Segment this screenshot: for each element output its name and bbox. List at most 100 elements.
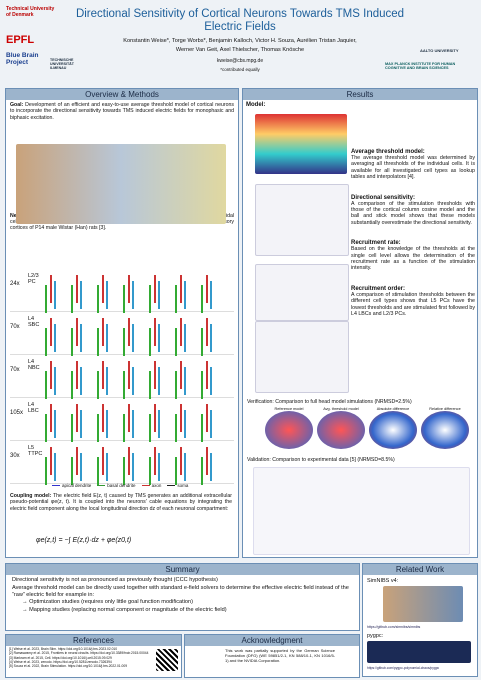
- logo: Technical University of Denmark: [6, 6, 55, 18]
- paragraph: Based on the knowledge of the thresholds…: [351, 246, 475, 272]
- neuron-morphology: [102, 404, 104, 432]
- cell-type: L4 SBC: [28, 316, 40, 328]
- panel: Relative difference: [421, 407, 469, 449]
- reference: [3] Markram et al. 2015, Cell. https://d…: [9, 655, 112, 660]
- related-work: Related Work SimNIBS v4: https://github.…: [362, 563, 478, 677]
- cell-type: L5 TTPC: [28, 445, 43, 457]
- reference: [4] Weise et al. 2023, zenodo. https://d…: [9, 659, 112, 664]
- panel: Reference model: [265, 407, 313, 449]
- bullet: → Optimization studies (requires only li…: [22, 599, 193, 606]
- qr-code: [156, 649, 178, 671]
- note: *contributed equally: [220, 67, 260, 72]
- legend-label: basal dendrite: [107, 483, 136, 488]
- count: 30x: [10, 453, 20, 459]
- reference: [2] Ramaswamy et al. 2015, Frontiers in …: [9, 651, 149, 656]
- figure: [16, 144, 226, 224]
- count: 105x: [10, 410, 24, 416]
- count: 70x: [10, 367, 20, 373]
- result-block: Recruitment rate: Based on the knowledge …: [351, 240, 475, 272]
- label: SimNIBS v4:: [367, 578, 399, 584]
- neuron-morphology: [154, 404, 156, 432]
- validation: Validation: Comparison to experimental d…: [247, 457, 395, 463]
- paragraph: A comparison of stimulation thresholds b…: [351, 291, 475, 318]
- figure: [255, 114, 347, 174]
- cell-type: L4 LBC: [28, 402, 39, 414]
- neuron-morphology: [76, 361, 78, 389]
- neuron-morphology: [50, 447, 52, 475]
- neuron-morphology: [102, 361, 104, 389]
- neuron-morphology: [50, 361, 52, 389]
- neuron-row: 105x L4 LBC: [10, 398, 234, 441]
- neuron-morphology: [128, 275, 130, 303]
- panel-title: Absolute difference: [376, 407, 410, 411]
- panel-title: Avg. threshold model: [323, 407, 359, 411]
- neuron-morphology: [102, 447, 104, 475]
- section-heading: Related Work: [363, 564, 477, 575]
- bullet: → Mapping studies (replacing normal comp…: [22, 607, 227, 614]
- neuron-morphology: [76, 404, 78, 432]
- legend-swatch: [167, 484, 176, 487]
- label: Goal:: [10, 102, 24, 108]
- neuron-morphology: [76, 275, 78, 303]
- panel: Absolute difference: [369, 407, 417, 449]
- neuron-morphology: [154, 447, 156, 475]
- neuron-morphology: [50, 275, 52, 303]
- paragraph: Development of an efficient and easy-to-…: [10, 102, 234, 121]
- neuron-morphology: [154, 275, 156, 303]
- section-heading: Overview & Methods: [6, 89, 238, 100]
- count: 70x: [10, 324, 20, 330]
- section-heading: Summary: [6, 564, 359, 575]
- block-title: Directional sensitivity:: [351, 194, 416, 201]
- logo: MAX PLANCK INSTITUTE FOR HUMAN COGNITIVE…: [385, 62, 456, 70]
- link[interactable]: https://github.com/pygpc-polynomial-chao…: [367, 666, 440, 670]
- title: Directional Sensitivity of Cortical Neur…: [75, 8, 405, 33]
- neuron-morphology: [154, 361, 156, 389]
- block-title: Recruitment rate:: [351, 240, 401, 247]
- bullet: Average threshold model can be directly …: [12, 584, 349, 598]
- summary: Summary Directional sensitivity is not a…: [5, 563, 360, 631]
- overview: Overview & Methods Goal: Development of …: [5, 88, 239, 558]
- neuron-morphology: [180, 447, 182, 475]
- cell-type: L4 NBC: [28, 359, 40, 371]
- references: References [1] Weise et al. 2023, Brain …: [5, 634, 182, 678]
- neuron-morphology: [206, 361, 208, 389]
- figure: [255, 321, 349, 393]
- authors: Werner Van Geit, Axel Thielscher, Thomas…: [175, 47, 305, 53]
- logo: TECHNISCHE UNIVERSITÄT ILMENAU: [50, 58, 74, 70]
- legend-swatch: [141, 484, 150, 487]
- neuron-morphology: [180, 318, 182, 346]
- link[interactable]: https://github.com/simnibs/simnibs: [367, 625, 421, 629]
- neuron-morphology: [102, 275, 104, 303]
- result-block: Recruitment order: A comparison of stimul…: [351, 286, 475, 318]
- brain-map: [265, 411, 313, 449]
- paragraph: The electric field E(z, t) caused by TMS…: [10, 493, 232, 512]
- neuron-morphology: [206, 447, 208, 475]
- authors: Konstantin Weise*, Torge Worbs*, Benjami…: [123, 38, 357, 44]
- neuron-morphology: [180, 275, 182, 303]
- logo: EPFL: [6, 34, 35, 46]
- label: Coupling model:: [10, 493, 52, 499]
- paragraph: A comparison of the stimulation threshol…: [351, 200, 475, 226]
- figure: [367, 641, 471, 663]
- neuron-row: 30x L5 TTPC: [10, 441, 234, 484]
- figure: [253, 467, 470, 555]
- logo: AALTO UNIVERSITY: [420, 48, 459, 53]
- neuron-morphology: [50, 318, 52, 346]
- neuron-morphology: [128, 447, 130, 475]
- neuron-morphology: [76, 318, 78, 346]
- block-title: Average threshold model:: [351, 149, 425, 155]
- neuron-morphology: [128, 318, 130, 346]
- neuron-morphology: [180, 404, 182, 432]
- neuron-row: 70x L4 SBC: [10, 312, 234, 355]
- section-heading: References: [6, 635, 181, 646]
- acknowledgment: Acknowledgment This work was partially s…: [184, 634, 360, 678]
- brain-map: [317, 411, 365, 449]
- reference: [1] Weise et al. 2023, Brain Stim. https…: [9, 647, 118, 651]
- result-block: Directional sensitivity: A comparison of …: [351, 195, 475, 227]
- neuron-morphology: [180, 361, 182, 389]
- figure: [383, 586, 463, 622]
- reference: [5] Souza et al. 2022, Brain Stimulation…: [9, 664, 128, 669]
- paragraph: This work was partially supported by the…: [225, 648, 335, 663]
- verification: Verification: Comparison to full head mo…: [247, 399, 412, 405]
